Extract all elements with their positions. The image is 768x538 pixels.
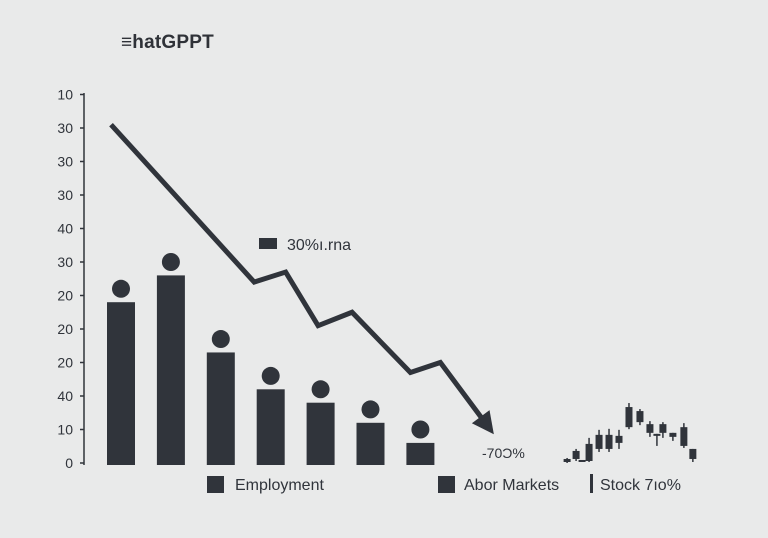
bar — [107, 302, 135, 465]
y-tick-label: 40 — [57, 388, 73, 404]
candle-body — [585, 443, 593, 461]
bar-dot — [261, 366, 280, 385]
candle-body — [653, 433, 661, 436]
bar — [356, 422, 385, 465]
bar — [306, 402, 335, 465]
bar — [406, 442, 435, 465]
candle-body — [615, 435, 623, 443]
y-tick-label: 30 — [57, 187, 73, 203]
candle-body — [572, 450, 580, 459]
y-tick-label: 30 — [57, 120, 73, 136]
arrow-head — [471, 410, 494, 435]
candle-body — [659, 424, 667, 433]
y-tick-label: 20 — [57, 355, 73, 371]
legend-swatch-labor — [438, 476, 455, 493]
arrow-label: -70Ɔ% — [482, 445, 525, 461]
bar — [206, 352, 235, 465]
annotation-label: 30%ı.rna — [287, 237, 351, 254]
legend-employment: Employment — [235, 477, 324, 494]
candle-body — [689, 448, 697, 459]
bar — [156, 275, 185, 465]
candle-body — [669, 432, 677, 437]
candle-body — [595, 434, 603, 449]
bar-dot — [411, 420, 430, 439]
candle-body — [563, 458, 571, 462]
candle-body — [646, 424, 654, 433]
y-tick-label: 10 — [57, 87, 73, 103]
bar-dot — [311, 380, 330, 399]
legend-stock: Stock 7ıo% — [600, 477, 681, 494]
bar-dot — [361, 400, 380, 419]
bar-dot — [112, 279, 130, 298]
y-tick-label: 40 — [57, 221, 73, 237]
annotation-marker — [259, 238, 277, 249]
bar — [256, 389, 285, 465]
bar-dot — [161, 253, 180, 271]
legend-swatch-employment — [207, 476, 224, 493]
y-tick-label: 0 — [65, 455, 73, 471]
y-tick-label: 30 — [57, 154, 73, 170]
legend-labor: Abor Markets — [464, 477, 559, 494]
legend-swatch-stock — [590, 474, 593, 493]
bar-dot — [211, 330, 230, 349]
chart-title: ≡hatGPPT — [121, 32, 214, 53]
candle-body — [625, 407, 633, 428]
y-tick-label: 30 — [57, 254, 73, 270]
y-tick-label: 20 — [57, 288, 73, 304]
y-tick-label: 10 — [57, 422, 73, 438]
candle-body — [578, 459, 586, 462]
y-tick-label: 20 — [57, 321, 73, 337]
candle-body — [636, 411, 644, 423]
candle-body — [605, 434, 613, 449]
candle-body — [680, 427, 688, 446]
trend-line — [109, 122, 493, 431]
